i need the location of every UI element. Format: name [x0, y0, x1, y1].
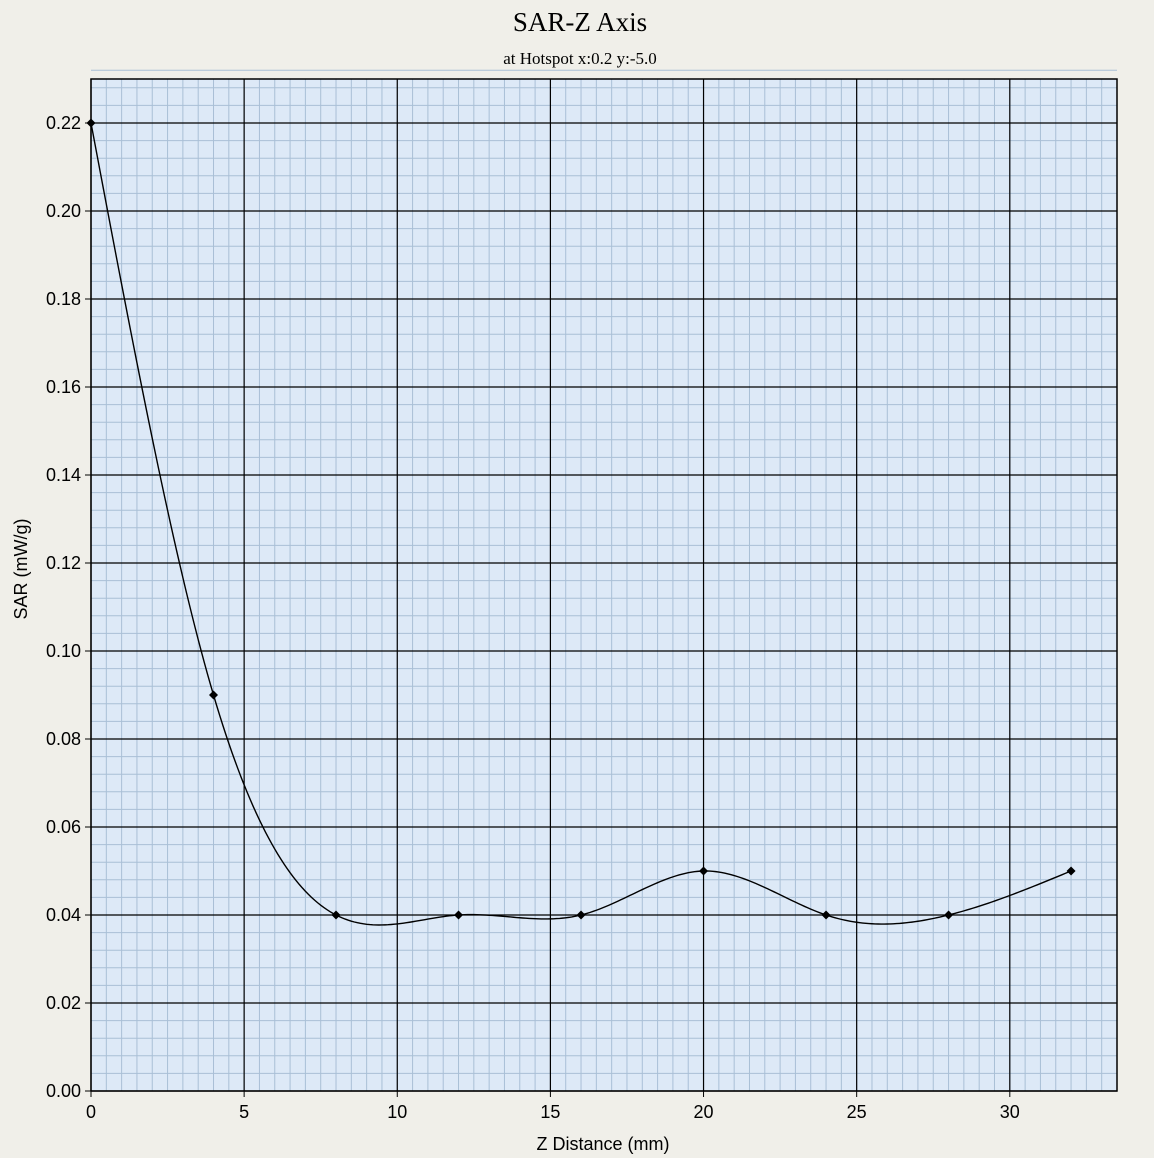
major-grid: [90, 79, 1117, 1092]
data-point: [331, 910, 341, 920]
y-tick-label: 0.08: [46, 729, 81, 749]
plot-frame: [90, 78, 1118, 1092]
y-tick-label: 0.02: [46, 993, 81, 1013]
y-axis-label: SAR (mW/g): [11, 519, 31, 620]
x-axis-label: Z Distance (mm): [536, 1134, 669, 1154]
y-tick-label: 0.16: [46, 377, 81, 397]
y-tick-label: 0.12: [46, 553, 81, 573]
data-point: [209, 690, 219, 700]
data-point: [86, 118, 96, 128]
y-tick-label: 0.10: [46, 641, 81, 661]
x-tick-label: 20: [694, 1102, 714, 1122]
series-markers: [86, 118, 1076, 920]
x-tick-label: 10: [387, 1102, 407, 1122]
x-tick-label: 15: [540, 1102, 560, 1122]
data-point: [454, 910, 464, 920]
y-tick-label: 0.00: [46, 1081, 81, 1101]
data-point: [576, 910, 586, 920]
x-tick-label: 0: [86, 1102, 96, 1122]
y-axis: 0.00 0.02 0.04 0.06 0.08 0.10 0.12 0.14 0.16 0.18…: [46, 113, 91, 1101]
chart-subtitle: at Hotspot x:0.2 y:-5.0: [503, 49, 656, 68]
x-tick-label: 30: [1000, 1102, 1020, 1122]
y-tick-label: 0.04: [46, 905, 81, 925]
y-tick-label: 0.18: [46, 289, 81, 309]
y-tick-label: 0.20: [46, 201, 81, 221]
chart-title: SAR-Z Axis: [513, 7, 647, 37]
data-point: [944, 910, 954, 920]
data-point: [821, 910, 831, 920]
x-axis: 0 5 10 15 20 25 30: [86, 1091, 1020, 1122]
x-tick-label: 25: [847, 1102, 867, 1122]
y-tick-label: 0.06: [46, 817, 81, 837]
data-point: [699, 866, 709, 876]
x-tick-label: 5: [239, 1102, 249, 1122]
y-tick-label: 0.22: [46, 113, 81, 133]
data-point: [1066, 866, 1076, 876]
plot-area: [91, 79, 1117, 1091]
y-tick-label: 0.14: [46, 465, 81, 485]
